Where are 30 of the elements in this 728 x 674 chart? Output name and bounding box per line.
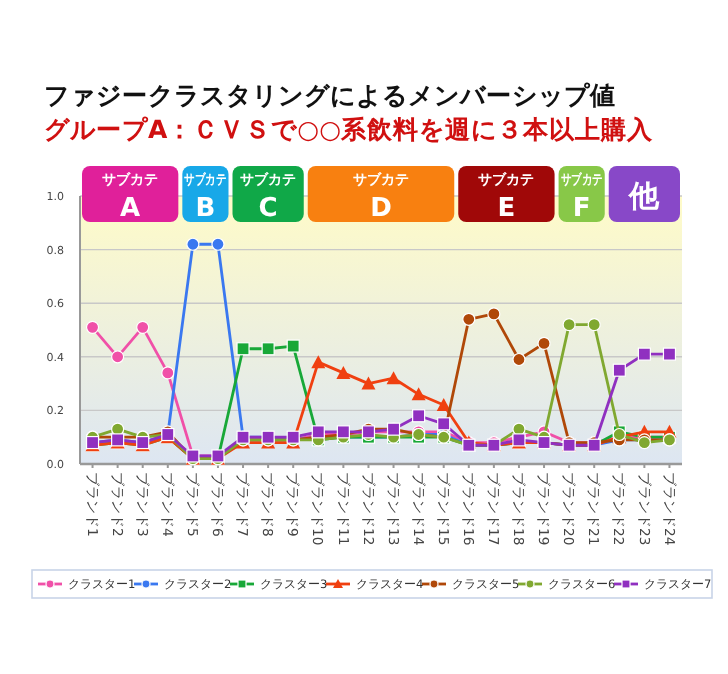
point [261,342,275,356]
point [662,347,677,361]
point [411,387,426,401]
chart-title: ファジークラスタリングによるメンバーシップ値 [44,80,616,110]
point [462,312,476,326]
point [637,347,651,361]
band: 他 [608,166,680,222]
point [111,350,125,364]
point [361,376,376,390]
point [336,365,351,379]
band-label: 他 [627,178,662,214]
point [587,318,601,332]
point [537,336,551,350]
point [236,342,250,356]
point [437,417,451,431]
point [412,409,426,423]
point [512,352,526,367]
point [612,363,626,377]
point [386,371,401,385]
chart-subtitle: グループA：ＣＶＳで○○系飲料を週に３本以上購入 [44,114,655,144]
point [562,318,576,332]
point [161,366,175,380]
point [311,355,326,369]
point [487,307,501,321]
point [286,339,300,353]
point [186,237,200,251]
point [136,320,150,334]
point [85,320,100,334]
point [211,237,225,251]
point [436,398,451,412]
